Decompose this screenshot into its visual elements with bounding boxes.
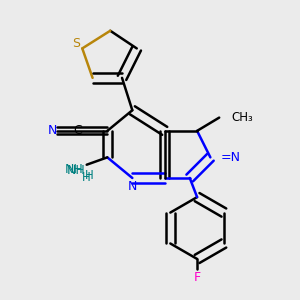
Text: H: H	[82, 171, 91, 184]
Text: CH₃: CH₃	[232, 111, 253, 124]
Text: NH: NH	[65, 163, 84, 176]
Text: C: C	[74, 124, 82, 137]
Text: H: H	[85, 169, 93, 182]
Text: F: F	[194, 271, 201, 284]
Text: =N: =N	[221, 151, 241, 164]
Text: N: N	[47, 124, 57, 137]
Text: S: S	[72, 37, 80, 50]
Text: N: N	[128, 180, 137, 193]
Text: NH: NH	[67, 164, 86, 177]
